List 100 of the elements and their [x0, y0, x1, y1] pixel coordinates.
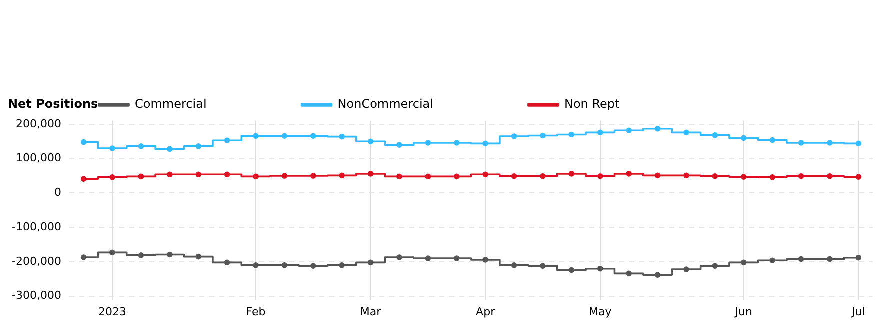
point [856, 140, 862, 147]
x-tick-label: Mar [360, 305, 382, 318]
y-tick-label: 0 [54, 186, 62, 200]
point [568, 267, 575, 274]
point [568, 132, 575, 138]
point [310, 263, 316, 270]
point [798, 173, 804, 180]
point [856, 254, 862, 261]
point [224, 172, 230, 178]
point [770, 174, 776, 180]
point [654, 172, 661, 179]
x-tick-label: May [588, 305, 612, 318]
point [167, 146, 173, 152]
point [196, 144, 202, 150]
point [282, 173, 288, 179]
point [712, 173, 718, 180]
x-tick-label: Jul [851, 305, 866, 318]
point [425, 140, 432, 146]
point [253, 262, 259, 268]
point [511, 262, 518, 268]
point [368, 171, 374, 177]
point [138, 174, 144, 180]
point [856, 174, 862, 180]
point [482, 172, 488, 178]
point [110, 250, 116, 256]
point [597, 266, 604, 272]
point [368, 138, 374, 145]
point [454, 174, 460, 180]
y-tick-label: -100,000 [12, 220, 62, 234]
point [454, 256, 460, 262]
point [798, 256, 804, 262]
legend-title: Net Positions [8, 97, 98, 112]
point [511, 134, 518, 140]
point [827, 140, 833, 146]
x-tick-label: Feb [246, 305, 266, 318]
point [196, 254, 202, 260]
point [712, 132, 718, 138]
point [482, 140, 488, 147]
point [684, 172, 690, 179]
point [482, 257, 488, 263]
point [310, 133, 316, 140]
point [454, 140, 460, 146]
x-tick-label: 2023 [98, 305, 127, 318]
point [425, 256, 432, 262]
point [196, 172, 202, 178]
point [827, 256, 833, 262]
point [80, 254, 87, 260]
point [740, 174, 747, 180]
point [224, 138, 230, 144]
point [110, 174, 116, 180]
point [425, 174, 432, 180]
point [396, 254, 402, 260]
y-tick-label: -200,000 [12, 254, 62, 268]
point [684, 266, 690, 272]
point [511, 173, 518, 180]
point [597, 173, 604, 180]
point [540, 263, 546, 270]
point [138, 144, 144, 150]
point [654, 126, 661, 132]
point [626, 128, 632, 134]
point [740, 260, 747, 266]
point [339, 172, 345, 179]
point [684, 130, 690, 136]
point [310, 173, 316, 179]
point [540, 132, 546, 139]
point [339, 262, 345, 268]
point [80, 176, 87, 182]
x-tick-label: Apr [476, 305, 496, 318]
point [253, 133, 259, 140]
point [626, 270, 632, 277]
point [282, 133, 288, 140]
point [368, 260, 374, 266]
point [740, 135, 747, 142]
point [798, 140, 804, 146]
legend-label: Non Rept [564, 97, 620, 112]
point [167, 252, 173, 258]
point [282, 262, 288, 268]
point [339, 134, 345, 140]
point [224, 260, 230, 266]
point [712, 263, 718, 270]
point [110, 146, 116, 152]
point [167, 172, 173, 178]
x-tick-label: Jun [734, 305, 752, 318]
y-tick-label: 100,000 [16, 152, 62, 165]
point [540, 173, 546, 180]
y-tick-label: -300,000 [12, 289, 62, 302]
y-tick-label: 200,000 [16, 117, 62, 130]
point [396, 174, 402, 180]
point [253, 174, 259, 180]
point [138, 252, 144, 258]
legend-label: Commercial [135, 97, 207, 112]
point [597, 130, 604, 136]
point [654, 272, 661, 278]
point [770, 258, 776, 264]
point [80, 139, 87, 146]
point [827, 173, 833, 180]
point [626, 171, 632, 177]
point [770, 137, 776, 144]
point [396, 142, 402, 148]
legend-label: NonCommercial [338, 97, 434, 112]
